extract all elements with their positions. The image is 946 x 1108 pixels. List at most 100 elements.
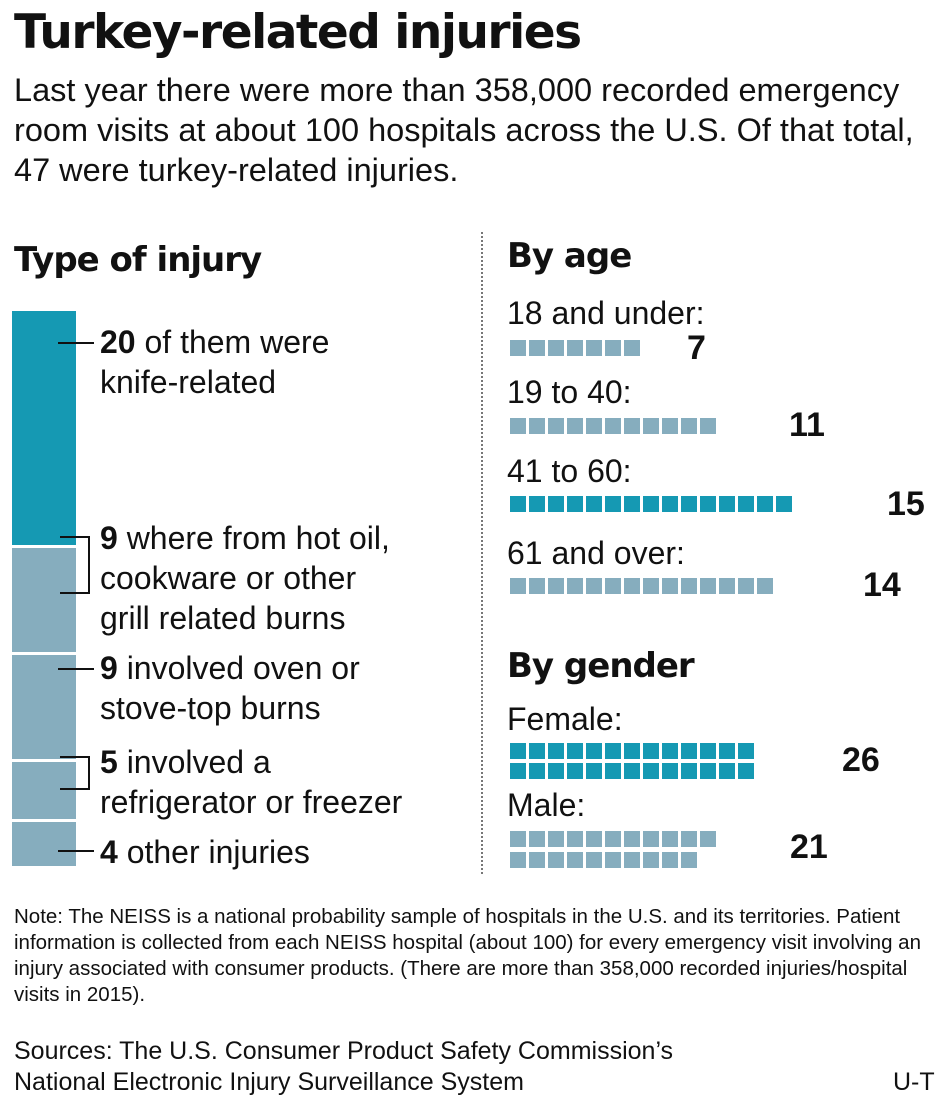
unit-square [510, 831, 526, 847]
callout-text: of them were [135, 324, 330, 360]
credit: U-T [893, 1068, 935, 1096]
unit-square [681, 496, 697, 512]
callout-text: grill related burns [100, 600, 346, 636]
unit-square [510, 852, 526, 868]
unit-square [529, 418, 545, 434]
callout-text: refrigerator or freezer [100, 784, 403, 820]
unit-square [529, 831, 545, 847]
unit-square [605, 340, 621, 356]
unit-square [567, 418, 583, 434]
unit-square [719, 578, 735, 594]
gender-label: Female: [507, 701, 623, 737]
callout-text: knife-related [100, 364, 277, 400]
unit-square [776, 496, 792, 512]
unit-square [662, 496, 678, 512]
sources-line: Sources: The U.S. Consumer Product Safet… [14, 1037, 674, 1065]
callout-text: stove-top burns [100, 690, 321, 726]
age-label: 41 to 60: [507, 453, 632, 489]
unit-square [624, 763, 640, 779]
unit-square [643, 496, 659, 512]
unit-square [605, 578, 621, 594]
unit-square [719, 496, 735, 512]
unit-square [681, 743, 697, 759]
unit-square [681, 418, 697, 434]
unit-square [700, 743, 716, 759]
unit-square [662, 578, 678, 594]
unit-square [548, 418, 564, 434]
unit-square [738, 743, 754, 759]
bar-segment-oven [12, 655, 76, 759]
unit-square [681, 852, 697, 868]
unit-square [643, 763, 659, 779]
unit-square [567, 340, 583, 356]
unit-square [567, 763, 583, 779]
callout-text: involved a [117, 744, 271, 780]
unit-square [548, 340, 564, 356]
count-value: 9 [100, 650, 118, 686]
sources: Sources: The U.S. Consumer Product Safet… [14, 1036, 673, 1098]
unit-square [662, 743, 678, 759]
bar-segment-refrigerator [12, 762, 76, 819]
callout-text: other injuries [117, 834, 310, 870]
unit-square [510, 340, 526, 356]
unit-square [738, 763, 754, 779]
unit-square [624, 852, 640, 868]
unit-square [662, 763, 678, 779]
by-age-heading: By age [507, 236, 632, 276]
bar-segment-knife [12, 311, 76, 545]
unit-square [681, 763, 697, 779]
age-label: 61 and over: [507, 535, 685, 571]
unit-square [510, 743, 526, 759]
chart-title: Turkey-related injuries [14, 5, 582, 60]
by-gender-heading: By gender [507, 646, 695, 686]
age-label: 18 and under: [507, 295, 705, 331]
unit-square [662, 831, 678, 847]
unit-square [643, 852, 659, 868]
callout-text: where from hot oil, [117, 520, 390, 556]
unit-square [529, 763, 545, 779]
unit-square [624, 743, 640, 759]
callout-other: 4 other injuries [100, 832, 310, 872]
unit-square [529, 743, 545, 759]
unit-square [681, 578, 697, 594]
bar-segment-other [12, 822, 76, 866]
unit-square [757, 578, 773, 594]
age-value: 7 [687, 329, 706, 367]
sources-line: National Electronic Injury Surveillance … [14, 1068, 524, 1096]
unit-square [510, 418, 526, 434]
age-value: 11 [789, 406, 825, 444]
leader-bracket [60, 756, 90, 790]
gender-label: Male: [507, 787, 586, 823]
unit-square [567, 496, 583, 512]
unit-square [548, 831, 564, 847]
unit-square [624, 496, 640, 512]
unit-square [700, 418, 716, 434]
gender-squares-row [510, 743, 757, 759]
unit-square [529, 852, 545, 868]
count-value: 20 [100, 324, 136, 360]
age-value: 14 [863, 566, 901, 604]
unit-square [624, 340, 640, 356]
gender-squares-row [510, 763, 757, 779]
unit-square [662, 418, 678, 434]
unit-square [643, 831, 659, 847]
gender-value: 21 [790, 828, 828, 866]
intro-text: Last year there were more than 358,000 r… [14, 72, 914, 188]
unit-square [605, 852, 621, 868]
count-value: 4 [100, 834, 118, 870]
unit-square [529, 340, 545, 356]
unit-square [548, 763, 564, 779]
unit-square [529, 578, 545, 594]
callout-knife: 20 of them were knife-related [100, 322, 329, 402]
gender-value: 26 [842, 741, 880, 779]
age-squares-row [510, 418, 719, 434]
unit-square [586, 340, 602, 356]
unit-square [643, 418, 659, 434]
unit-square [567, 578, 583, 594]
unit-square [738, 496, 754, 512]
note-text: Note: The NEISS is a national probabilit… [14, 905, 921, 1006]
unit-square [548, 578, 564, 594]
unit-square [719, 743, 735, 759]
unit-square [605, 418, 621, 434]
unit-square [510, 496, 526, 512]
